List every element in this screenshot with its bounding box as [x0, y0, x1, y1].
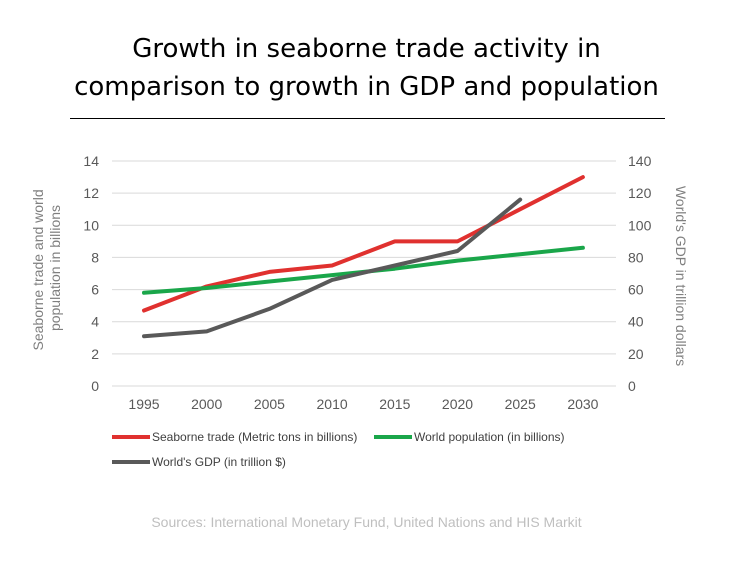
x-axis-ticks: 1995 2000 2005 2010 2015 2020 2025 2030: [128, 396, 598, 412]
legend-label-2: World population (in billions): [414, 430, 565, 444]
gridlines: [112, 160, 616, 387]
series-line-1: [142, 175, 585, 313]
left-tick-label: 6: [91, 282, 99, 298]
series-line-3: [142, 197, 523, 339]
chart-title-line-1: Growth in seaborne trade activity in: [132, 34, 601, 64]
left-axis-title: Seaborne trade and world population in b…: [30, 186, 63, 351]
left-tick-label: 10: [83, 217, 99, 233]
chart-title: Growth in seaborne trade activity in com…: [0, 30, 733, 106]
right-axis-ticks: 0 20 40 60 80 100 120 140: [628, 153, 652, 394]
left-tick-label: 0: [91, 378, 99, 394]
x-tick-label: 2030: [567, 396, 598, 412]
right-tick-label: 140: [628, 153, 652, 169]
x-tick-label: 2005: [254, 396, 285, 412]
right-tick-label: 60: [628, 282, 644, 298]
x-tick-label: 2025: [505, 396, 536, 412]
left-tick-label: 8: [91, 249, 99, 265]
right-axis-title: World's GDP in trillion dollars: [673, 186, 689, 366]
left-tick-label: 12: [83, 185, 99, 201]
right-tick-label: 100: [628, 217, 652, 233]
right-tick-label: 80: [628, 249, 644, 265]
left-tick-label: 2: [91, 346, 99, 362]
right-tick-label: 120: [628, 185, 652, 201]
legend: Seaborne trade (Metric tons in billions)…: [112, 430, 565, 469]
series-lines: [142, 175, 585, 339]
right-tick-label: 0: [628, 378, 636, 394]
right-tick-label: 40: [628, 314, 644, 330]
x-tick-label: 2000: [191, 396, 222, 412]
chart-title-line-2: comparison to growth in GDP and populati…: [74, 72, 659, 102]
right-tick-label: 20: [628, 346, 644, 362]
left-tick-label: 4: [91, 314, 99, 330]
title-underline: [70, 118, 665, 119]
x-tick-label: 2010: [317, 396, 348, 412]
legend-label-1: Seaborne trade (Metric tons in billions): [152, 430, 357, 444]
left-axis-title-line-2: population in billions: [47, 205, 63, 331]
x-tick-label: 1995: [128, 396, 159, 412]
left-axis-title-line-1: Seaborne trade and world: [30, 189, 46, 350]
legend-label-3: World's GDP (in trillion $): [152, 455, 286, 469]
left-tick-label: 14: [83, 153, 99, 169]
x-tick-label: 2020: [442, 396, 473, 412]
left-axis-ticks: 0 2 4 6 8 10 12 14: [83, 153, 99, 394]
x-tick-label: 2015: [379, 396, 410, 412]
source-note: Sources: International Monetary Fund, Un…: [151, 514, 582, 530]
